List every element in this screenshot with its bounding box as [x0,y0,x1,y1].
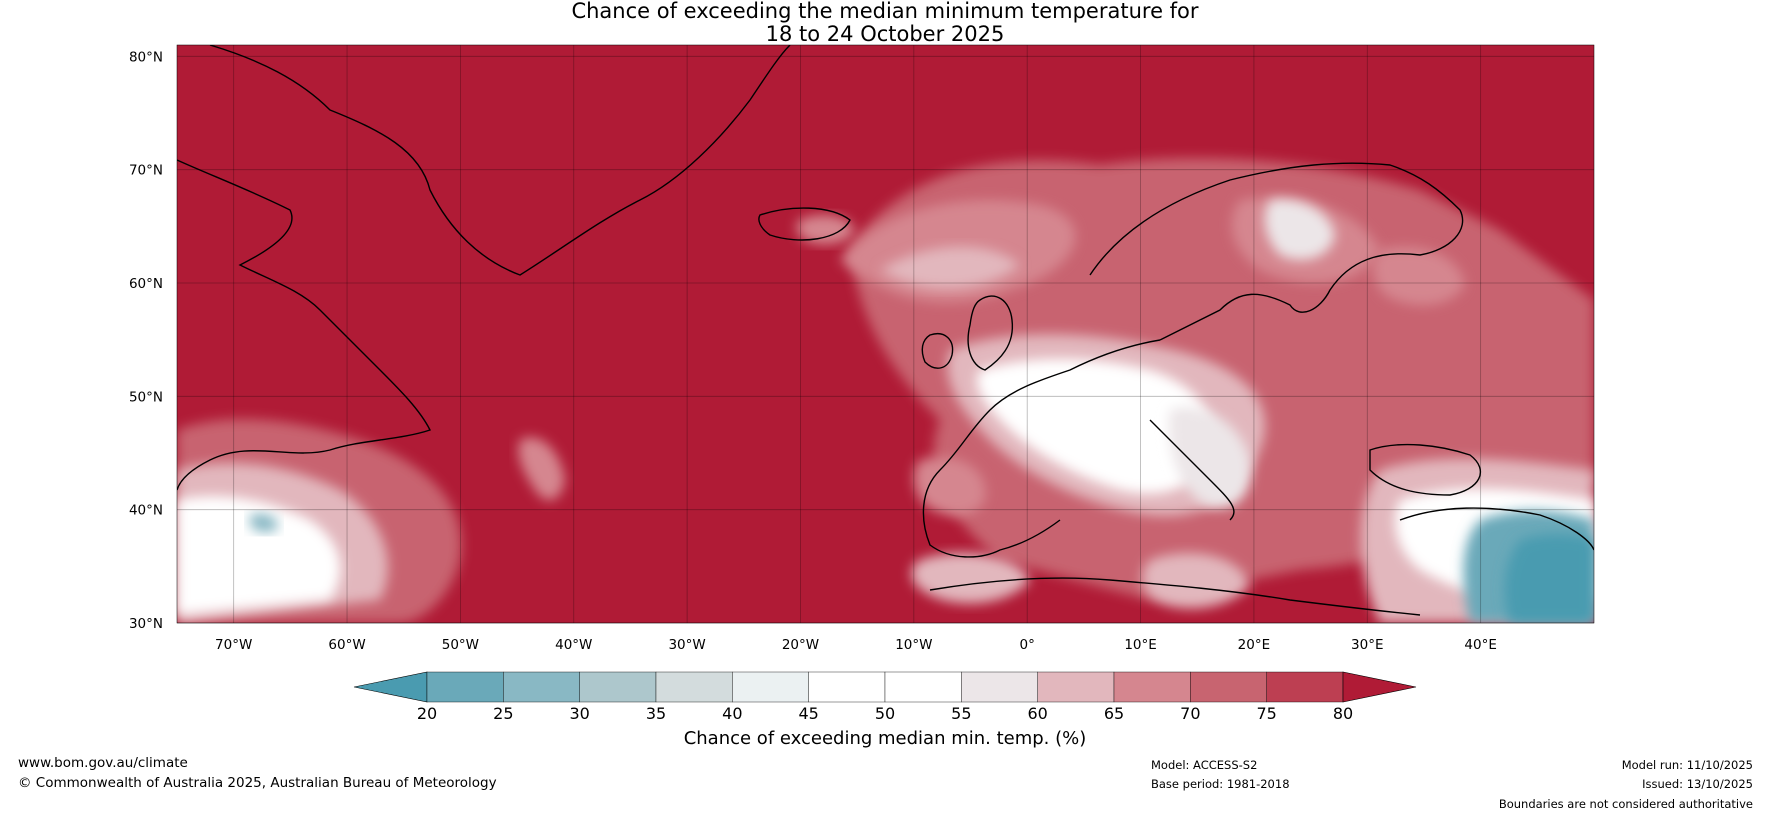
latitude-tick-label: 70°N [129,163,163,179]
latitude-tick-label: 40°N [129,503,163,519]
latitude-tick-label: 50°N [129,389,163,405]
longitude-tick-label: 30°W [668,637,705,653]
boundaries-text: Boundaries are not considered authoritat… [1498,797,1753,811]
model-run-text: Model run: 11/10/2025 [1621,758,1753,772]
longitude-tick-label: 50°W [442,637,479,653]
colorbar-segment [579,671,657,703]
colorbar-tick-label: 25 [493,704,513,723]
colorbar-tick-label: 80 [1333,704,1353,723]
colorbar-segment [1190,671,1267,703]
coastlines [177,45,1594,616]
colorbar-segment [961,671,1038,703]
colorbar-tick-label: 20 [417,704,437,723]
colorbar-tick-label: 30 [569,704,589,723]
colorbar-title: Chance of exceeding median min. temp. (%… [683,728,1087,749]
colorbar-segment [1113,671,1191,703]
longitude-tick-label: 70°W [215,637,252,653]
longitude-tick-label: 30°E [1351,637,1383,653]
colorbar-segment [732,671,809,703]
longitude-tick-label: 0° [1020,637,1035,653]
colorbar-segment [1266,671,1344,703]
colorbar-tick-label: 45 [798,704,818,723]
colorbar-segment [503,671,580,703]
longitude-tick-label: 40°W [555,637,592,653]
colorbar-tick-label: 75 [1256,704,1276,723]
probability-shading [177,158,1594,623]
colorbar-tick-label: 60 [1027,704,1047,723]
longitude-tick-label: 20°W [782,637,819,653]
issued-text: Issued: 13/10/2025 [1642,777,1753,791]
colorbar-low-extension [353,671,428,703]
colorbar-segment [808,671,886,703]
model-text: Model: ACCESS-S2 [1151,758,1258,772]
longitude-tick-label: 40°E [1464,637,1496,653]
copyright-text: © Commonwealth of Australia 2025, Austra… [18,775,497,791]
map-frame [176,44,1595,624]
colorbar-high-extension [1342,671,1417,703]
colorbar-segment [655,671,733,703]
longitude-labels: 70°W 60°W 50°W 40°W 30°W 20°W 10°W 0° 10°E 20°E 30… [215,637,1497,653]
title-line-1: Chance of exceeding the median minimum t… [571,0,1199,23]
latitude-tick-label: 30°N [129,616,163,632]
longitude-tick-label: 10°W [895,637,932,653]
base-period-text: Base period: 1981-2018 [1151,777,1290,791]
colorbar-segment [1037,671,1115,703]
latitude-labels: 30°N 40°N 50°N 60°N 70°N 80°N [129,49,163,632]
colorbar-tick-label: 70 [1180,704,1200,723]
colorbar-tick-label: 40 [722,704,742,723]
colorbar-tick-label: 55 [951,704,971,723]
colorbar: 20 25 30 35 40 45 50 55 60 65 70 75 80 [353,671,1417,723]
latitude-tick-label: 60°N [129,276,163,292]
longitude-tick-label: 20°E [1238,637,1270,653]
title-line-2: 18 to 24 October 2025 [765,22,1005,46]
colorbar-tick-label: 65 [1104,704,1124,723]
colorbar-tick-label: 50 [875,704,895,723]
longitude-tick-label: 10°E [1124,637,1156,653]
latitude-tick-label: 80°N [129,49,163,65]
website-text: www.bom.gov.au/climate [18,755,188,771]
colorbar-tick-label: 35 [646,704,666,723]
colorbar-segment [426,671,504,703]
longitude-tick-label: 60°W [328,637,365,653]
map-title: Chance of exceeding the median minimum t… [0,0,1770,46]
colorbar-segment [884,671,962,703]
